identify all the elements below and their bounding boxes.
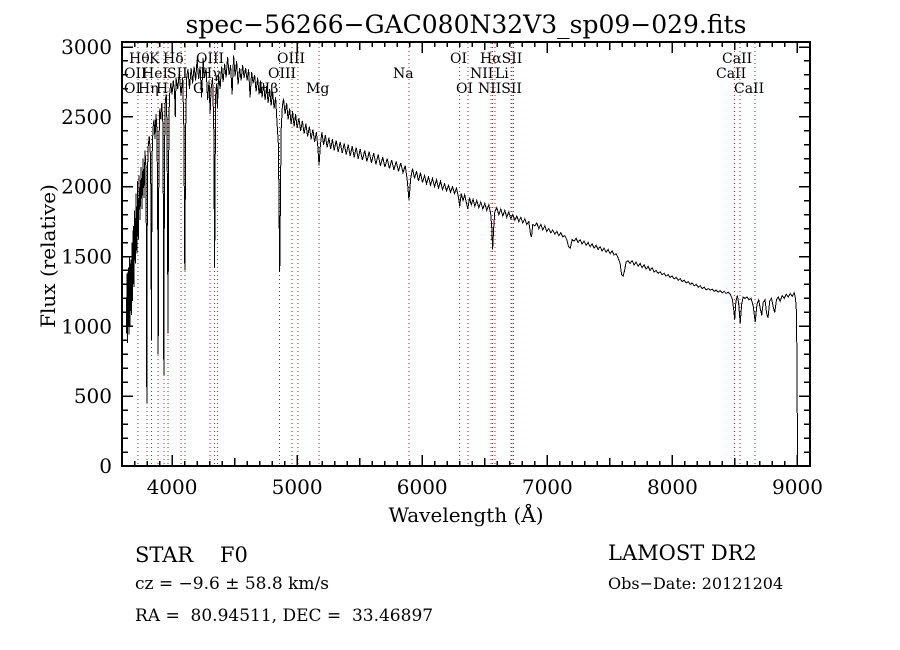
line-annotation: Li bbox=[495, 66, 509, 82]
x-axis-label: Wavelength (Å) bbox=[388, 503, 544, 527]
x-tick-label: 5000 bbox=[272, 475, 323, 499]
y-tick-label: 1500 bbox=[61, 245, 112, 269]
line-annotation: OIII bbox=[268, 66, 296, 82]
line-annotation: Hθ bbox=[129, 51, 150, 67]
x-tick-label: 8000 bbox=[647, 475, 698, 499]
y-tick-label: 0 bbox=[99, 454, 112, 478]
x-tick-label: 4000 bbox=[147, 475, 198, 499]
line-annotation: OIII bbox=[196, 51, 224, 67]
x-tick-label: 9000 bbox=[772, 475, 823, 499]
line-annotation: SII bbox=[167, 66, 188, 82]
x-tick-label: 6000 bbox=[397, 475, 448, 499]
spectrum-trace bbox=[125, 55, 798, 462]
line-annotation: Mg bbox=[306, 81, 329, 97]
line-annotation: HeI bbox=[142, 66, 168, 82]
y-tick-label: 2500 bbox=[61, 105, 112, 129]
line-annotation: Hγ bbox=[200, 66, 221, 82]
line-annotation: H bbox=[156, 81, 168, 97]
line-annotation: K bbox=[149, 51, 160, 67]
x-tick-label: 7000 bbox=[522, 475, 573, 499]
survey-release-text: LAMOST DR2 bbox=[608, 541, 757, 565]
line-annotation: OIII bbox=[277, 51, 305, 67]
line-annotation: Na bbox=[393, 66, 414, 82]
line-annotation: OI bbox=[450, 51, 467, 67]
plot-title: spec−56266−GAC080N32V3_sp09−029.fits bbox=[185, 10, 747, 39]
y-tick-label: 3000 bbox=[61, 35, 112, 59]
line-annotation: HαSII bbox=[480, 51, 522, 67]
radial-velocity-text: cz = −9.6 ± 58.8 km/s bbox=[135, 574, 329, 594]
line-annotation: CaII bbox=[722, 51, 752, 67]
object-class-text: STAR F0 bbox=[135, 543, 248, 567]
line-annotation: CaII bbox=[716, 66, 746, 82]
line-annotation: NIISII bbox=[478, 81, 522, 97]
y-tick-label: 500 bbox=[74, 384, 112, 408]
line-annotation: Hδ bbox=[163, 51, 184, 67]
y-tick-label: 1000 bbox=[61, 314, 112, 338]
line-annotation: OII bbox=[124, 66, 147, 82]
ra-dec-text: RA = 80.94511, DEC = 33.46897 bbox=[135, 606, 434, 626]
line-annotation: Hη bbox=[138, 81, 159, 97]
line-annotation: G bbox=[193, 81, 204, 97]
line-annotation: CaII bbox=[734, 81, 764, 97]
y-axis-label: Flux (relative) bbox=[36, 184, 60, 328]
obs-date-text: Obs−Date: 20121204 bbox=[608, 574, 784, 593]
line-annotation: NII bbox=[470, 66, 493, 82]
axes-box bbox=[121, 41, 811, 467]
line-annotation: OI bbox=[124, 81, 141, 97]
line-annotation: OI bbox=[456, 81, 473, 97]
y-tick-label: 2000 bbox=[61, 175, 112, 199]
